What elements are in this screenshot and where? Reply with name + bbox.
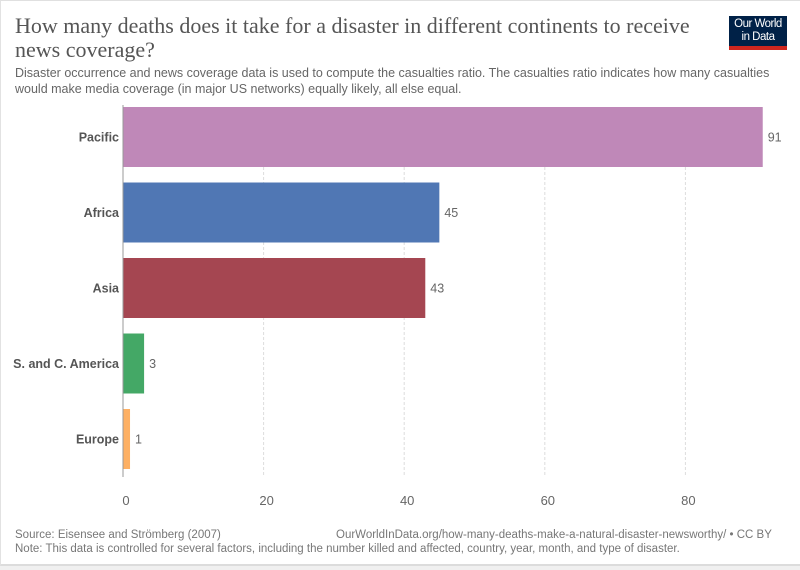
- chart-title: How many deaths does it take for a disas…: [15, 13, 690, 62]
- value-label: 1: [135, 433, 142, 447]
- bar[interactable]: [123, 333, 145, 394]
- x-tick-label: 0: [122, 493, 129, 508]
- x-tick-label: 80: [681, 493, 695, 508]
- x-tick-label: 20: [259, 493, 273, 508]
- value-label: 43: [430, 282, 444, 296]
- bar[interactable]: [123, 258, 426, 318]
- logo-line-2: in Data: [741, 31, 775, 43]
- category-label: Pacific: [79, 131, 119, 145]
- bar[interactable]: [123, 182, 440, 243]
- x-tick-label: 60: [541, 493, 555, 508]
- bars: [123, 107, 763, 469]
- source-url-link[interactable]: OurWorldInData.org/how-many-deaths-make-…: [336, 529, 772, 541]
- footer-note: Note: This data is controlled for severa…: [15, 543, 680, 555]
- bar[interactable]: [123, 409, 131, 469]
- bar[interactable]: [123, 107, 763, 167]
- value-labels: 91 45 43 3 1: [135, 131, 782, 447]
- x-tick-label: 40: [400, 493, 414, 508]
- category-label: Africa: [84, 206, 120, 220]
- source-text: Source: Eisensee and Strömberg (2007): [15, 529, 221, 541]
- owid-logo[interactable]: Our World in Data: [729, 16, 787, 50]
- category-label: Europe: [76, 433, 119, 447]
- chart-subtitle: Disaster occurrence and news coverage da…: [15, 66, 770, 96]
- value-label: 3: [149, 357, 156, 371]
- x-axis-ticks: 0 20 40 60 80: [122, 493, 695, 508]
- value-label: 91: [768, 131, 782, 145]
- value-label: 45: [444, 206, 458, 220]
- category-label: S. and C. America: [13, 357, 120, 371]
- logo-line-1: Our World: [734, 18, 782, 30]
- category-label: Asia: [93, 282, 120, 296]
- category-labels: Pacific Africa Asia S. and C. America Europe: [13, 131, 120, 447]
